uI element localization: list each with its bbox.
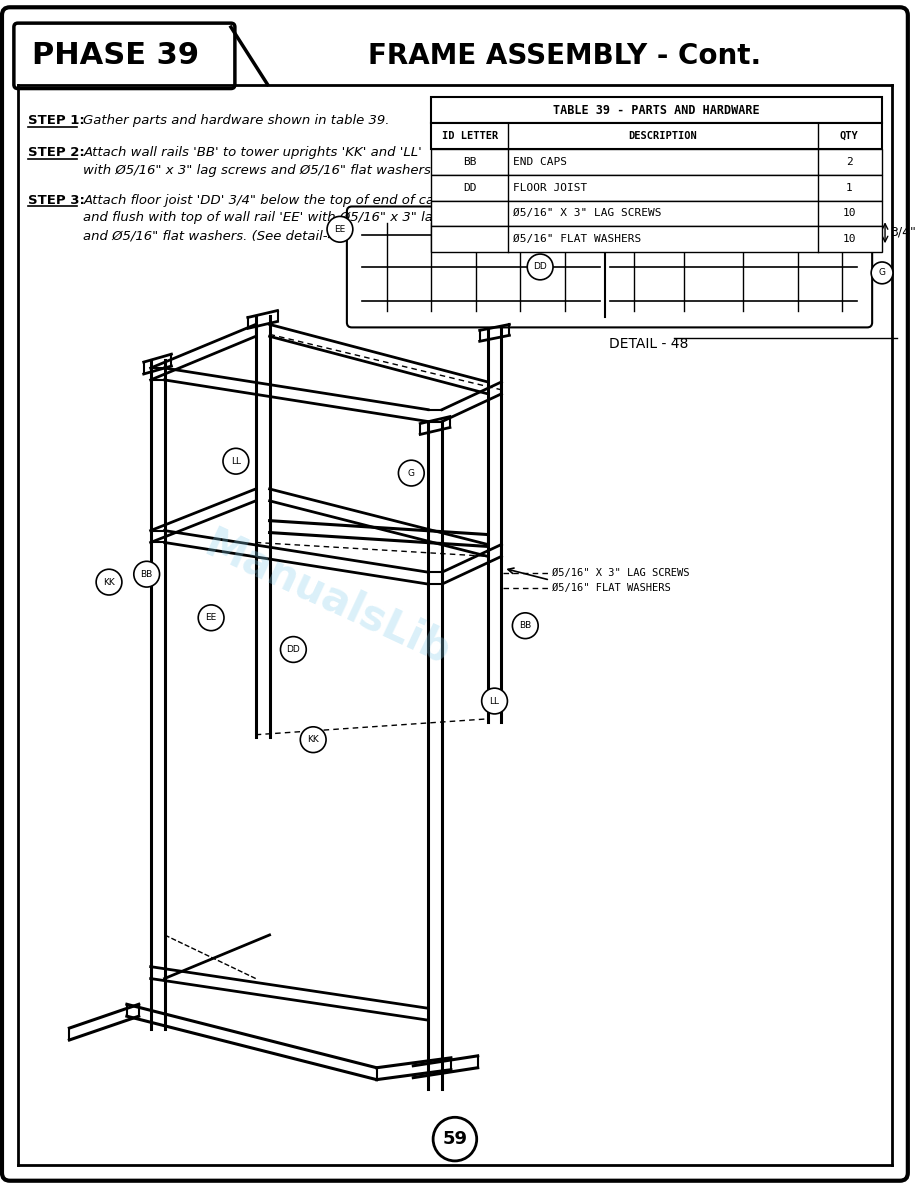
Text: DD: DD <box>533 263 547 271</box>
Text: DETAIL - 48: DETAIL - 48 <box>610 337 688 352</box>
Circle shape <box>223 448 249 474</box>
Text: Ø5/16" FLAT WASHERS: Ø5/16" FLAT WASHERS <box>552 583 671 593</box>
Text: Ø5/16" FLAT WASHERS: Ø5/16" FLAT WASHERS <box>513 234 642 245</box>
Text: EE: EE <box>334 225 345 234</box>
Bar <box>431 201 882 226</box>
Text: LL: LL <box>489 696 499 706</box>
Text: DESCRIPTION: DESCRIPTION <box>629 131 698 141</box>
Text: DD: DD <box>463 183 476 192</box>
Bar <box>431 97 882 124</box>
Text: QTY: QTY <box>840 131 858 141</box>
Text: ID LETTER: ID LETTER <box>442 131 498 141</box>
Text: FLOOR JOIST: FLOOR JOIST <box>513 183 588 192</box>
FancyBboxPatch shape <box>2 7 908 1181</box>
Text: Gather parts and hardware shown in table 39.: Gather parts and hardware shown in table… <box>84 114 390 127</box>
Bar <box>431 226 882 252</box>
Circle shape <box>300 727 326 752</box>
Circle shape <box>96 569 122 595</box>
Text: LL: LL <box>231 456 241 466</box>
Circle shape <box>398 460 424 486</box>
Text: 2: 2 <box>846 157 853 166</box>
Text: Attach floor joist 'DD' 3/4" below the top of end of cap 'G': Attach floor joist 'DD' 3/4" below the t… <box>84 194 465 207</box>
Text: and flush with top of wall rail 'EE' with Ø5/16" x 3" lag screws: and flush with top of wall rail 'EE' wit… <box>84 211 491 225</box>
Text: DD: DD <box>286 645 300 655</box>
Circle shape <box>281 637 307 663</box>
Circle shape <box>433 1117 476 1161</box>
Text: 10: 10 <box>843 234 856 245</box>
Text: END CAPS: END CAPS <box>513 157 567 166</box>
Text: TABLE 39 - PARTS AND HARDWARE: TABLE 39 - PARTS AND HARDWARE <box>554 103 760 116</box>
Circle shape <box>512 613 538 639</box>
FancyBboxPatch shape <box>14 23 235 89</box>
Text: Ø5/16" X 3" LAG SCREWS: Ø5/16" X 3" LAG SCREWS <box>513 208 662 219</box>
Text: G: G <box>879 268 886 277</box>
FancyBboxPatch shape <box>347 207 872 328</box>
Text: Attach wall rails 'BB' to tower uprights 'KK' and 'LL': Attach wall rails 'BB' to tower uprights… <box>84 146 422 159</box>
Circle shape <box>327 216 353 242</box>
Text: STEP 2:: STEP 2: <box>28 146 84 159</box>
Text: EE: EE <box>206 613 217 623</box>
Text: BB: BB <box>520 621 532 630</box>
Text: with Ø5/16" x 3" lag screws and Ø5/16" flat washers.: with Ø5/16" x 3" lag screws and Ø5/16" f… <box>84 164 435 177</box>
Text: KK: KK <box>103 577 115 587</box>
Circle shape <box>198 605 224 631</box>
Text: G: G <box>408 468 415 478</box>
Text: Ø5/16" X 3" LAG SCREWS: Ø5/16" X 3" LAG SCREWS <box>552 568 689 579</box>
Bar <box>431 175 882 201</box>
Circle shape <box>482 688 508 714</box>
Text: BB: BB <box>140 570 152 579</box>
Circle shape <box>134 561 160 587</box>
Text: FRAME ASSEMBLY - Cont.: FRAME ASSEMBLY - Cont. <box>368 42 762 70</box>
Bar <box>431 148 882 175</box>
Text: PHASE 39: PHASE 39 <box>32 42 199 70</box>
Text: 1: 1 <box>846 183 853 192</box>
Text: 59: 59 <box>442 1130 467 1148</box>
Bar <box>431 124 882 148</box>
Circle shape <box>871 263 893 284</box>
Text: KK: KK <box>308 735 319 744</box>
Text: and Ø5/16" flat washers. (See detail-48): and Ø5/16" flat washers. (See detail-48) <box>84 229 350 242</box>
Circle shape <box>527 254 553 280</box>
Text: 10: 10 <box>843 208 856 219</box>
Text: 3/4": 3/4" <box>890 226 916 239</box>
Text: BB: BB <box>463 157 476 166</box>
Text: ManualsLib: ManualsLib <box>197 523 456 674</box>
Text: STEP 3:: STEP 3: <box>28 194 84 207</box>
Text: STEP 1:: STEP 1: <box>28 114 84 127</box>
